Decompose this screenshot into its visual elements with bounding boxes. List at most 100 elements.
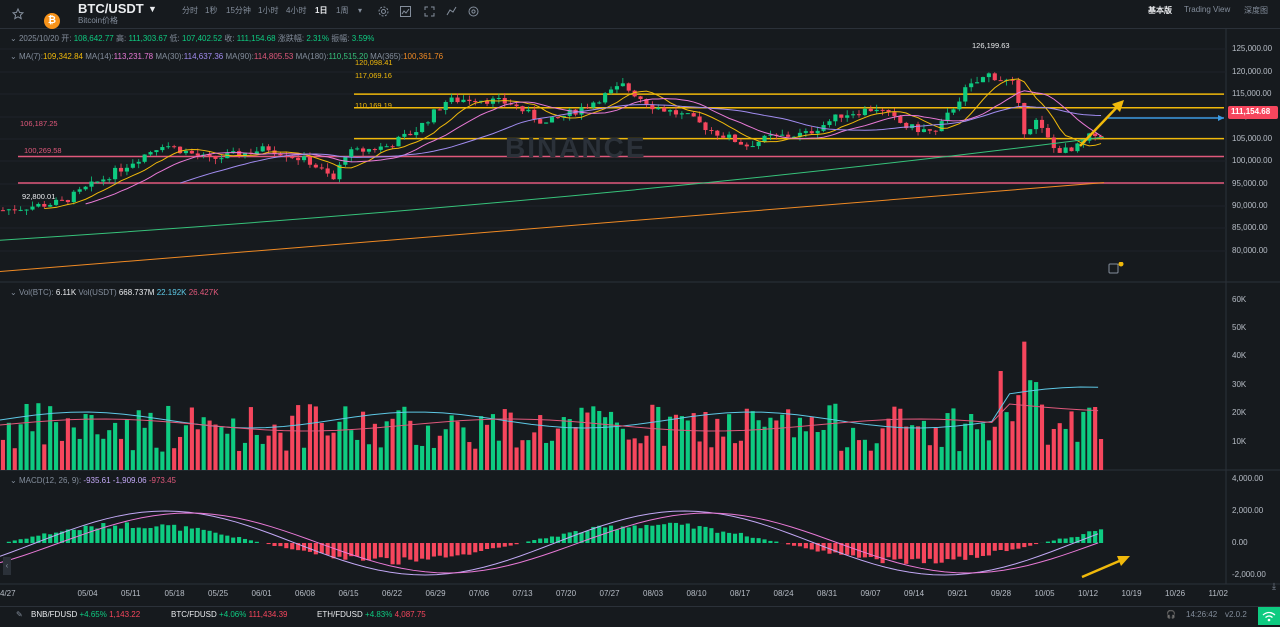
date-tick: 08/17 (730, 589, 750, 598)
interval-6[interactable]: 1日 (315, 5, 327, 16)
volume-bar (597, 411, 601, 470)
macd-histogram-bar (538, 539, 542, 543)
scroll-end-icon[interactable]: ⤓ (1272, 581, 1276, 592)
candle-body (591, 103, 595, 108)
candle-body (1034, 120, 1038, 129)
interval-5[interactable]: 4小时 (286, 5, 306, 16)
candle-body (816, 131, 820, 134)
volume-bar (196, 429, 200, 470)
view-depth[interactable]: 深度图 (1244, 5, 1268, 16)
candle-body (13, 209, 17, 210)
macd-histogram-bar (113, 526, 117, 543)
macd-histogram-bar (1022, 543, 1026, 547)
scroll-left-icon[interactable]: ‹ (3, 557, 11, 575)
candle-body (450, 98, 454, 102)
chart-type-icon[interactable] (400, 6, 411, 19)
candle-body (296, 158, 300, 160)
macd-histogram-bar (479, 543, 483, 551)
candle-body (686, 113, 690, 114)
ticker-btc[interactable]: BTC/FDUSD +4.06% 111,434.39 (171, 610, 287, 619)
macd-histogram-bar (1005, 543, 1009, 551)
candle-body (302, 156, 306, 160)
candle-body (609, 90, 613, 94)
candle-body (42, 204, 46, 207)
interval-7[interactable]: 1周 (336, 5, 348, 16)
yellow-arrow (1080, 104, 1120, 146)
macd-histogram-bar (662, 524, 666, 543)
macd-histogram-bar (544, 538, 548, 543)
star-icon[interactable] (12, 0, 24, 28)
ma-value: 114,637.36 (184, 52, 226, 61)
macd-histogram-bar (1058, 539, 1062, 543)
ticker-bnb[interactable]: BNB/FDUSD +4.65% 1,143.22 (31, 610, 140, 619)
candle-body (733, 135, 737, 142)
collapse-icon[interactable]: ⌄ (10, 476, 19, 485)
more-intervals-icon[interactable]: ▾ (358, 6, 362, 15)
ma-value: 100,361.76 (403, 52, 443, 61)
volume-bar (550, 441, 554, 470)
view-tradingview[interactable]: Trading View (1184, 5, 1230, 14)
clock: 14:26:42 (1186, 610, 1217, 619)
fullscreen-icon[interactable] (424, 6, 435, 19)
connection-status-icon[interactable] (1258, 607, 1280, 625)
symbol-dropdown-icon[interactable]: ▼ (148, 0, 157, 16)
volume-bar (308, 404, 312, 470)
volume-bar (160, 452, 164, 470)
volume-bar (1087, 408, 1091, 470)
volume-bar (119, 439, 123, 470)
volume-bar (13, 448, 17, 470)
collapse-icon[interactable]: ⌄ (10, 34, 19, 43)
candle-body (1075, 143, 1079, 151)
symbol-subtitle[interactable]: Bitcoin价格 (78, 14, 118, 26)
edit-icon[interactable]: ✎ (16, 610, 23, 619)
view-basic[interactable]: 基本版 (1148, 5, 1172, 16)
macd-histogram-bar (922, 543, 926, 563)
collapse-icon[interactable]: ⌄ (10, 288, 19, 297)
last-price-value: 111,154.68 (1231, 107, 1270, 116)
price-tick: 85,000.00 (1232, 223, 1268, 232)
volume-bar (768, 418, 772, 470)
candle-body (1046, 128, 1050, 137)
ticker-eth[interactable]: ETH/FDUSD +4.83% 4,087.75 (317, 610, 426, 619)
collapse-icon[interactable]: ⌄ (10, 52, 19, 61)
indicators-icon[interactable] (446, 6, 457, 19)
interval-2[interactable]: 1秒 (205, 5, 217, 16)
interval-4[interactable]: 1小时 (258, 5, 278, 16)
volume-bar (255, 435, 259, 470)
volume-bar (609, 412, 613, 470)
indicator-settings-icon[interactable] (378, 6, 389, 19)
volume-bar (981, 423, 985, 470)
settings-gear-icon[interactable] (468, 6, 479, 19)
macd-histogram-bar (408, 543, 412, 560)
candle-body (432, 109, 436, 122)
candle-body (361, 148, 365, 151)
date-tick: 08/24 (774, 589, 794, 598)
candle-body (420, 123, 424, 132)
ticker-price: 1,143.22 (109, 610, 140, 619)
candle-body (497, 98, 501, 99)
hline-label-1: 120,098.41 (355, 58, 393, 67)
macd-histogram-bar (249, 540, 253, 543)
macd-histogram-bar (951, 543, 955, 559)
volume-bar (703, 412, 707, 470)
candle-body (308, 156, 312, 164)
macd-histogram-bar (1046, 542, 1050, 543)
alert-icon[interactable] (1108, 262, 1124, 278)
ticker-price: 111,434.39 (249, 610, 288, 619)
volume-bar (60, 441, 64, 470)
candle-body (745, 145, 749, 147)
volume-bar (928, 445, 932, 470)
macd-histogram-bar (438, 543, 442, 556)
candle-body (627, 83, 631, 90)
candle-body (721, 136, 725, 138)
macd-histogram-bar (13, 540, 17, 543)
interval-1[interactable]: 分时 (182, 5, 198, 16)
volume-bar (951, 408, 955, 470)
volume-bar (178, 437, 182, 470)
headset-icon[interactable]: 🎧 (1166, 610, 1176, 619)
macd-legend: ⌄ MACD(12, 26, 9): -935.61 -1,909.06 -97… (10, 476, 176, 485)
price-chart[interactable] (0, 28, 1280, 606)
interval-3[interactable]: 15分钟 (226, 5, 251, 16)
volume-bar (1040, 405, 1044, 470)
macd-histogram-bar (154, 526, 158, 543)
